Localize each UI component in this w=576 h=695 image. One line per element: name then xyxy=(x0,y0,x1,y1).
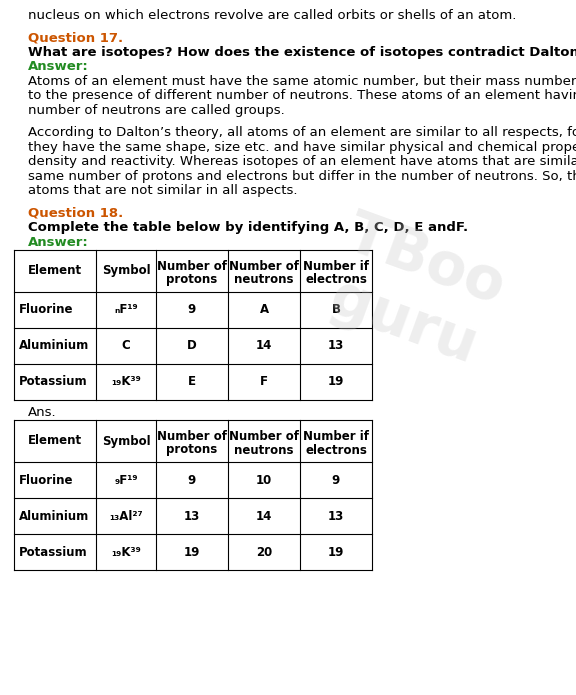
Text: Number of: Number of xyxy=(229,260,299,273)
Text: 10: 10 xyxy=(256,473,272,486)
Text: ₙF¹⁹: ₙF¹⁹ xyxy=(114,303,138,316)
Text: What are isotopes? How does the existence of isotopes contradict Dalton’s atomic: What are isotopes? How does the existenc… xyxy=(28,46,576,59)
Text: B: B xyxy=(332,303,340,316)
Text: density and reactivity. Whereas isotopes of an element have atoms that are simil: density and reactivity. Whereas isotopes… xyxy=(28,156,576,168)
Text: 14: 14 xyxy=(256,509,272,523)
Text: neutrons: neutrons xyxy=(234,273,294,286)
Text: D: D xyxy=(187,339,197,352)
Text: A: A xyxy=(259,303,268,316)
Text: 9: 9 xyxy=(332,473,340,486)
Text: Symbol: Symbol xyxy=(102,264,150,277)
Text: 13: 13 xyxy=(328,339,344,352)
Text: to the presence of different number of neutrons. These atoms of an element havin: to the presence of different number of n… xyxy=(28,90,576,102)
Text: electrons: electrons xyxy=(305,443,367,457)
Text: Number if: Number if xyxy=(303,430,369,443)
Text: TBoo
guru: TBoo guru xyxy=(316,206,513,378)
Text: 20: 20 xyxy=(256,546,272,559)
Text: neutrons: neutrons xyxy=(234,443,294,457)
Text: Aluminium: Aluminium xyxy=(19,339,89,352)
Text: Number if: Number if xyxy=(303,260,369,273)
Text: 9: 9 xyxy=(188,303,196,316)
Text: electrons: electrons xyxy=(305,273,367,286)
Text: protons: protons xyxy=(166,273,218,286)
Text: C: C xyxy=(122,339,130,352)
Text: 9: 9 xyxy=(188,473,196,486)
Text: ₁₃Al²⁷: ₁₃Al²⁷ xyxy=(109,509,143,523)
Text: ₉F¹⁹: ₉F¹⁹ xyxy=(114,473,138,486)
Text: Number of: Number of xyxy=(157,260,227,273)
Text: Answer:: Answer: xyxy=(28,60,89,74)
Text: 19: 19 xyxy=(328,546,344,559)
Text: Number of: Number of xyxy=(229,430,299,443)
Text: 19: 19 xyxy=(328,375,344,388)
Text: nucleus on which electrons revolve are called orbits or shells of an atom.: nucleus on which electrons revolve are c… xyxy=(28,9,516,22)
Text: 14: 14 xyxy=(256,339,272,352)
Text: same number of protons and electrons but differ in the number of neutrons. So, t: same number of protons and electrons but… xyxy=(28,170,576,183)
Text: Ans.: Ans. xyxy=(28,407,56,419)
Text: ₁₉K³⁹: ₁₉K³⁹ xyxy=(111,546,141,559)
Text: Answer:: Answer: xyxy=(28,236,89,249)
Text: 19: 19 xyxy=(184,546,200,559)
Text: E: E xyxy=(188,375,196,388)
Text: 13: 13 xyxy=(328,509,344,523)
Text: Complete the table below by identifying A, B, C, D, E andF.: Complete the table below by identifying … xyxy=(28,222,468,234)
Text: Fluorine: Fluorine xyxy=(19,473,74,486)
Text: Symbol: Symbol xyxy=(102,434,150,448)
Text: Potassium: Potassium xyxy=(19,375,88,388)
Text: Potassium: Potassium xyxy=(19,546,88,559)
Text: 13: 13 xyxy=(184,509,200,523)
Text: number of neutrons are called groups.: number of neutrons are called groups. xyxy=(28,104,285,117)
Text: Element: Element xyxy=(28,434,82,448)
Text: F: F xyxy=(260,375,268,388)
Text: atoms that are not similar in all aspects.: atoms that are not similar in all aspect… xyxy=(28,184,297,197)
Text: Question 18.: Question 18. xyxy=(28,207,123,220)
Text: protons: protons xyxy=(166,443,218,457)
Text: Number of: Number of xyxy=(157,430,227,443)
Text: Aluminium: Aluminium xyxy=(19,509,89,523)
Text: ₁₉K³⁹: ₁₉K³⁹ xyxy=(111,375,141,388)
Text: Atoms of an element must have the same atomic number, but their mass number can : Atoms of an element must have the same a… xyxy=(28,75,576,88)
Text: Fluorine: Fluorine xyxy=(19,303,74,316)
Text: Element: Element xyxy=(28,264,82,277)
Text: they have the same shape, size etc. and have similar physical and chemical prope: they have the same shape, size etc. and … xyxy=(28,141,576,154)
Text: Question 17.: Question 17. xyxy=(28,31,123,44)
Text: According to Dalton’s theory, all atoms of an element are similar to all respect: According to Dalton’s theory, all atoms … xyxy=(28,126,576,140)
